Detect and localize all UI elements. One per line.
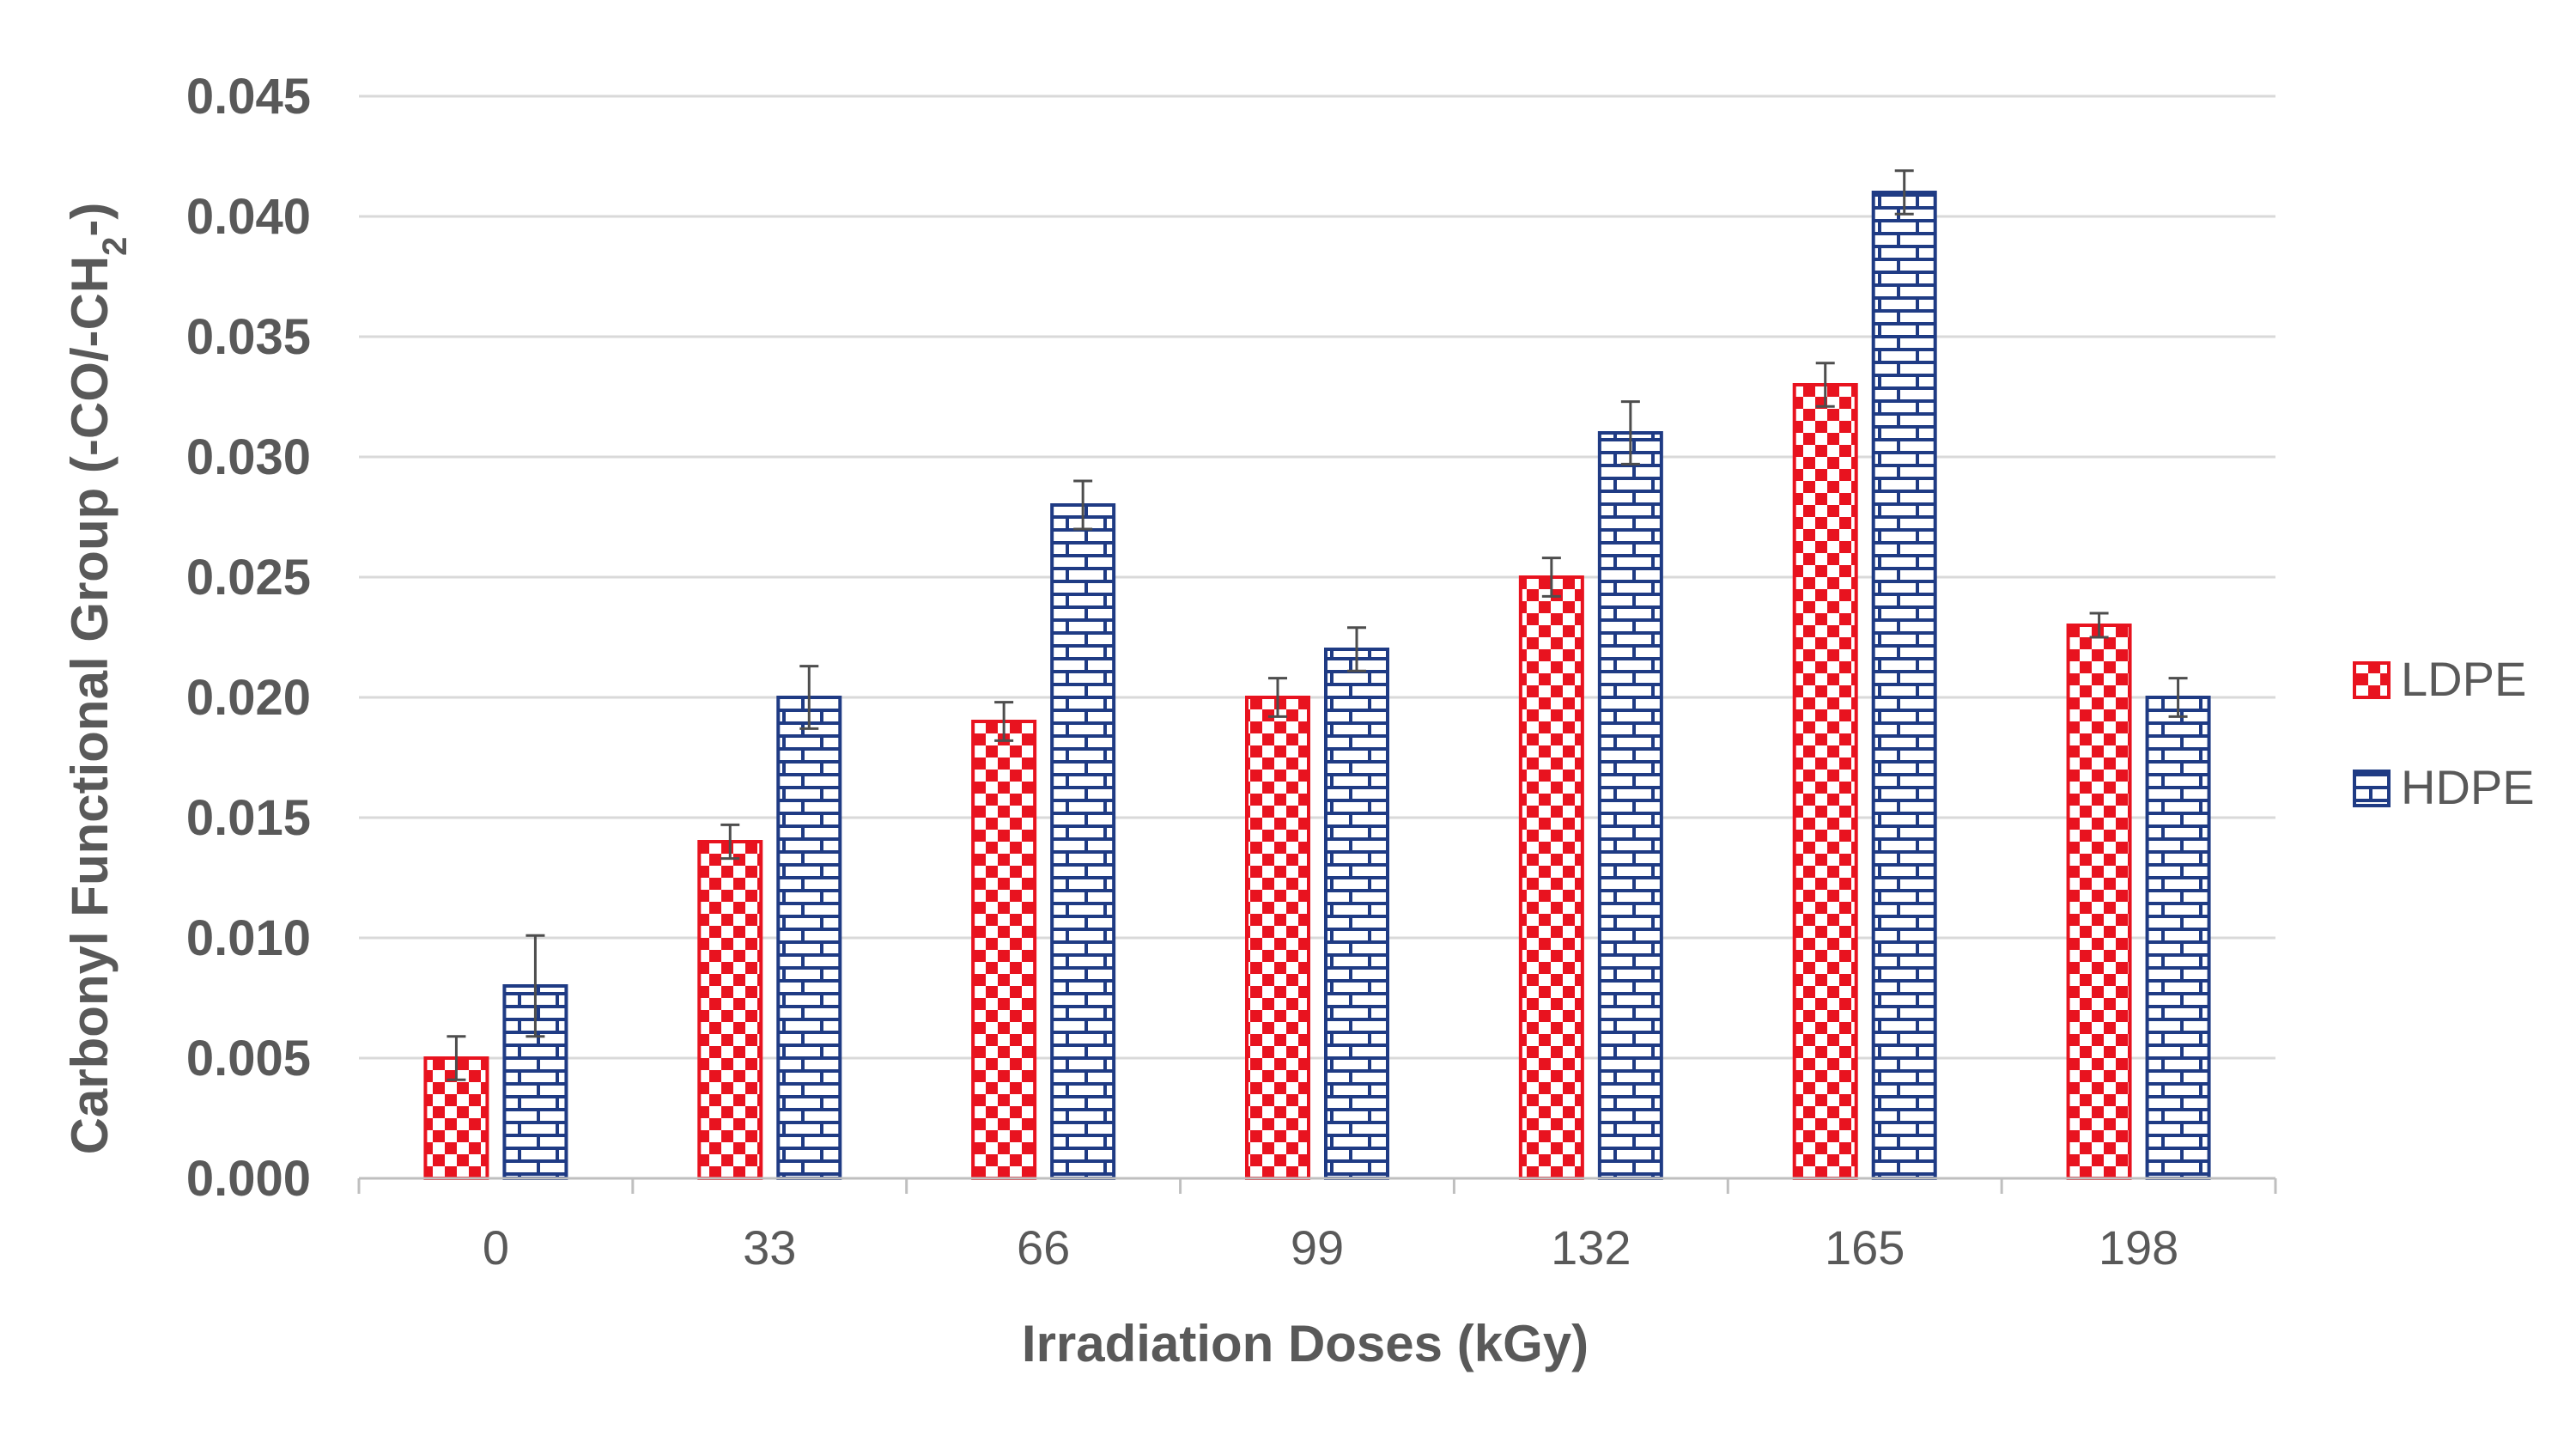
legend-swatch-hdpe (2353, 770, 2391, 807)
bar-hdpe (1050, 503, 1116, 1180)
y-axis-title-prefix: Carbonyl Functional Group (-CO/-CH (61, 256, 118, 1155)
x-axis-title: Irradiation Doses (kGy) (1022, 1315, 1589, 1372)
legend-label-hdpe: HDPE (2401, 760, 2535, 814)
y-tick-label: 0.030 (186, 429, 311, 485)
legend-swatch-ldpe (2353, 661, 2391, 699)
legend-item-ldpe: LDPE (2353, 652, 2526, 706)
y-tick-label: 0.015 (186, 790, 311, 846)
x-tick-labels: 0 33 66 99 132 165 198 (483, 1220, 2178, 1275)
x-tick-label: 0 (483, 1220, 509, 1275)
y-axis-title-suffix: -) (61, 203, 118, 237)
error-bar-ldpe (1815, 362, 1835, 408)
y-tick-label: 0.000 (186, 1151, 311, 1207)
x-tick-label: 66 (1017, 1220, 1070, 1275)
y-tick-label: 0.045 (186, 69, 311, 125)
x-tick-label: 198 (2099, 1220, 2178, 1275)
y-axis-title: Carbonyl Functional Group (-CO/-CH2-) (61, 203, 134, 1155)
x-tick-label: 132 (1551, 1220, 1631, 1275)
x-axis (357, 1177, 2277, 1194)
bar-hdpe (1871, 191, 1937, 1180)
error-bar-ldpe (447, 1035, 466, 1081)
error-bar-ldpe (1541, 557, 1561, 598)
bar-hdpe (776, 696, 842, 1180)
x-tick-label: 165 (1825, 1220, 1905, 1275)
legend-label-ldpe: LDPE (2401, 652, 2526, 706)
error-bar-hdpe (1347, 626, 1366, 672)
bar-ldpe (971, 720, 1037, 1180)
y-tick-label: 0.040 (186, 189, 311, 245)
y-axis-title-subscript: 2 (96, 237, 134, 256)
bar-hdpe (2145, 696, 2211, 1180)
y-tick-label: 0.005 (186, 1031, 311, 1086)
legend-item-hdpe: HDPE (2353, 760, 2535, 814)
error-bar-hdpe (799, 665, 819, 730)
bar-hdpe (1324, 648, 1389, 1180)
error-bar-ldpe (994, 701, 1014, 742)
error-bar-hdpe (2168, 677, 2188, 718)
gridlines (359, 94, 2275, 1060)
error-bar-hdpe (1073, 479, 1093, 531)
bar-ldpe (1518, 575, 1584, 1180)
y-tick-labels: 0.000 0.005 0.010 0.015 0.020 0.025 0.030 0.035… (186, 69, 311, 1207)
y-tick-label: 0.035 (186, 309, 311, 365)
bars (423, 191, 2211, 1180)
error-bars (447, 169, 2188, 1081)
y-tick-label: 0.010 (186, 910, 311, 966)
bar-ldpe (2066, 624, 2132, 1180)
bar-hdpe (1597, 431, 1663, 1180)
error-bar-hdpe (526, 934, 545, 1038)
error-bar-ldpe (1268, 677, 1287, 718)
legend: LDPE HDPE (2353, 652, 2535, 814)
y-tick-label: 0.020 (186, 670, 311, 726)
error-bar-hdpe (1894, 169, 1914, 216)
x-tick-label: 33 (743, 1220, 796, 1275)
bar-ldpe (697, 840, 763, 1180)
error-bar-hdpe (1620, 400, 1640, 465)
bar-ldpe (1792, 383, 1858, 1180)
error-bar-ldpe (720, 823, 740, 861)
bar-ldpe (1245, 696, 1310, 1180)
x-tick-label: 99 (1291, 1220, 1344, 1275)
error-bar-ldpe (2089, 611, 2109, 639)
y-tick-label: 0.025 (186, 550, 311, 605)
